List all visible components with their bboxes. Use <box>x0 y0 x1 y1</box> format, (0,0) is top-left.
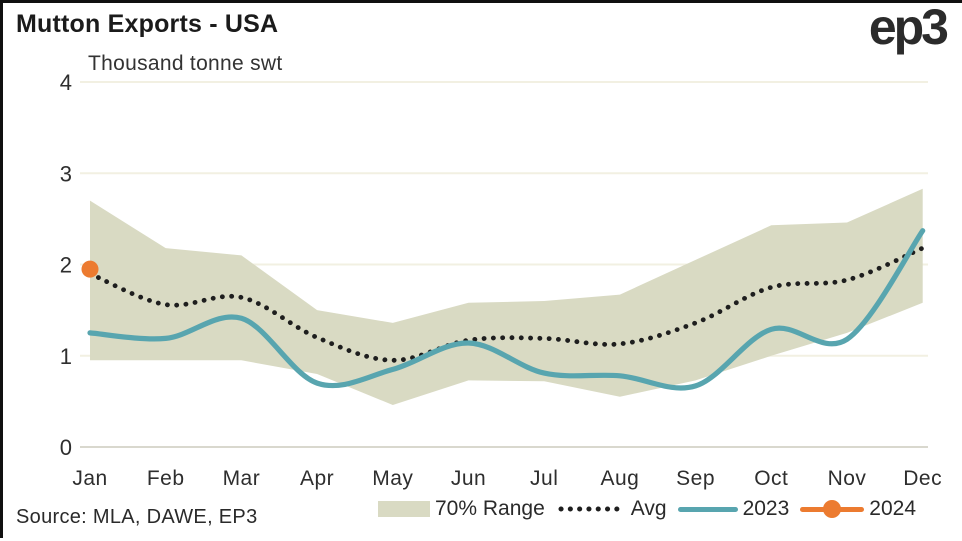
legend-2023-label: 2023 <box>742 497 790 520</box>
x-tick-label: Oct <box>754 467 788 490</box>
legend-2024-label: 2024 <box>869 497 916 520</box>
x-tick-label: Feb <box>147 467 185 490</box>
legend-avg-label: Avg <box>630 497 667 520</box>
x-tick-label: Sep <box>676 467 715 490</box>
x-tick-label: Nov <box>828 467 867 490</box>
chart-legend: 70% Range Avg 2023 2024 <box>378 497 922 521</box>
y-tick-label: 1 <box>60 344 72 369</box>
legend-2023-line-icon <box>677 506 738 512</box>
legend-range-label: 70% Range <box>435 497 545 520</box>
range-band <box>90 188 923 405</box>
ep3-logo: ep3 <box>868 0 949 55</box>
y-tick-label: 2 <box>60 253 72 278</box>
x-tick-label: May <box>372 467 413 490</box>
x-tick-label: Jan <box>72 467 107 490</box>
x-tick-label: Dec <box>903 467 942 490</box>
line-2023 <box>87 228 926 391</box>
legend-range-swatch <box>378 501 430 517</box>
x-tick-label: Aug <box>600 467 639 490</box>
y-tick-label: 3 <box>60 161 72 186</box>
y-tick-label: 0 <box>60 435 72 460</box>
top-border <box>0 0 962 3</box>
x-tick-label: Mar <box>223 467 261 490</box>
y-tick-label: 4 <box>60 70 72 95</box>
legend-2024-line-dot-icon <box>800 500 865 518</box>
left-border <box>0 0 3 538</box>
x-tick-label: Jul <box>530 467 558 490</box>
axis-units-label: Thousand tonne swt <box>88 52 283 75</box>
page-title: Mutton Exports - USA <box>16 10 279 38</box>
source-note: Source: MLA, DAWE, EP3 <box>16 506 258 528</box>
x-tick-label: Jun <box>451 467 486 490</box>
x-tick-label: Apr <box>300 467 334 490</box>
legend-avg-dotted-icon <box>558 506 624 512</box>
avg-line <box>87 245 926 363</box>
point-2024 <box>81 260 99 278</box>
